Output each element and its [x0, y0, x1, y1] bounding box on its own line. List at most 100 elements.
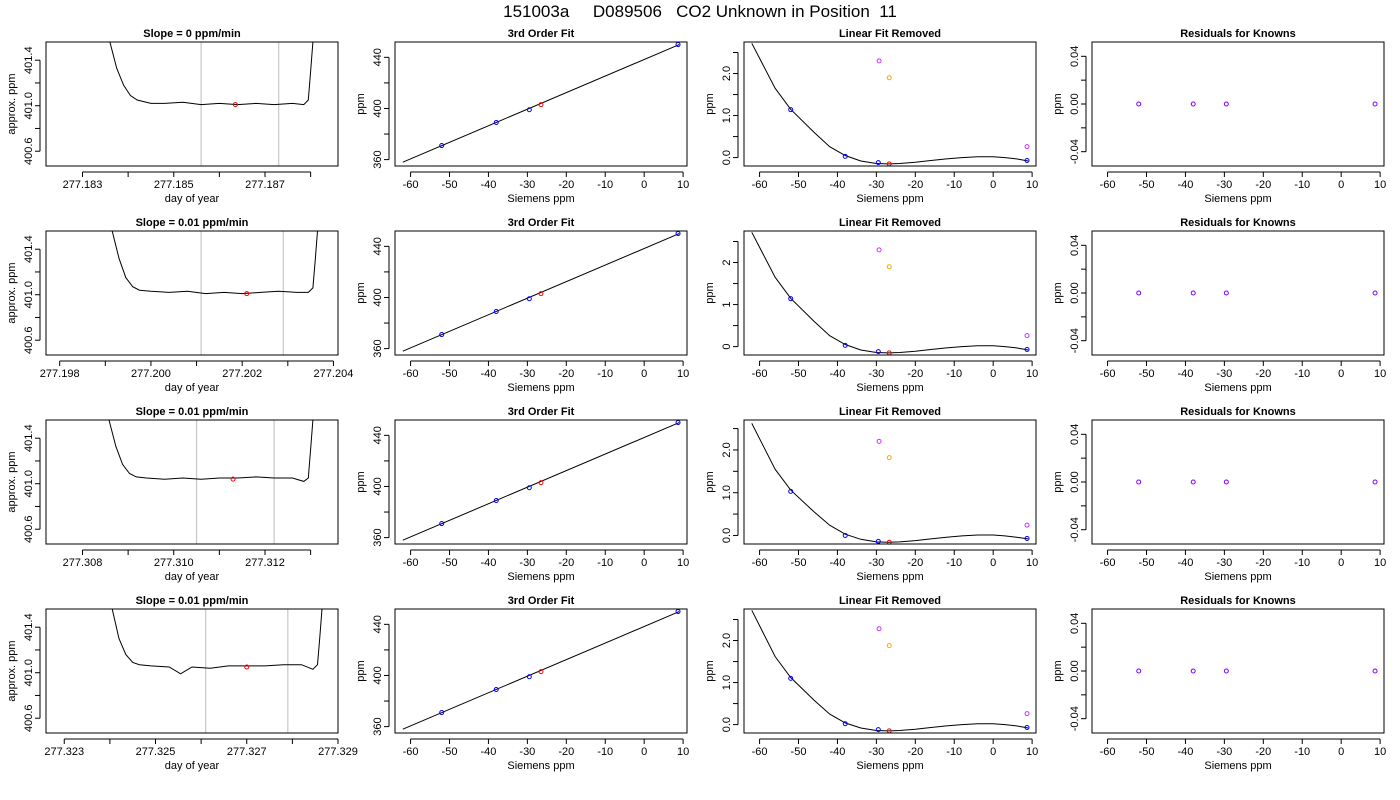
data-point — [493, 498, 499, 504]
series-line — [111, 609, 323, 675]
x-tick-label: 0 — [1338, 179, 1344, 191]
x-axis-label: day of year — [165, 760, 220, 772]
data-point — [875, 538, 881, 544]
x-tick-label: -20 — [1255, 746, 1271, 758]
data-point — [538, 480, 544, 486]
x-tick-label: -20 — [558, 557, 574, 569]
x-tick-label: 0 — [990, 746, 996, 758]
data-point — [244, 664, 250, 670]
data-point — [876, 247, 882, 253]
data-point — [788, 296, 794, 302]
x-tick-label: 0 — [990, 368, 996, 380]
data-point — [1190, 101, 1196, 107]
data-point — [875, 349, 881, 355]
y-tick-label: 0.04 — [1069, 235, 1081, 256]
data-point — [1024, 535, 1030, 541]
x-tick-label: -40 — [1177, 557, 1193, 569]
data-point — [876, 626, 882, 632]
data-point — [842, 532, 848, 538]
x-tick-label: -50 — [791, 746, 807, 758]
data-point — [886, 75, 892, 81]
data-point — [493, 309, 499, 315]
y-tick-label: 0 — [721, 344, 733, 350]
x-tick-label: 277.327 — [227, 746, 267, 758]
panel-r4-residuals: Residuals for Knowns -60 -50 -40 -30 -20 -10 0 1… — [1052, 595, 1386, 772]
x-tick-label: -10 — [597, 557, 613, 569]
y-tick-label: 401.0 — [23, 92, 35, 120]
x-tick-label: -10 — [946, 179, 962, 191]
x-tick-label: -50 — [442, 368, 458, 380]
x-tick-label: 277.325 — [136, 746, 176, 758]
x-tick-label: 277.323 — [44, 746, 84, 758]
data-point — [1024, 347, 1030, 353]
y-tick-label: 401.4 — [23, 46, 35, 74]
x-tick-label: 0 — [1338, 746, 1344, 758]
y-tick-label: 401.4 — [23, 235, 35, 263]
series-line — [402, 422, 680, 541]
x-tick-label: 10 — [1026, 179, 1038, 191]
y-axis-label: approx. ppm — [6, 262, 18, 323]
x-tick-label: 0 — [990, 179, 996, 191]
y-tick-label: 0.04 — [1069, 613, 1081, 634]
plot-frame — [394, 41, 688, 167]
x-tick-label: -50 — [442, 746, 458, 758]
x-tick-label: -60 — [1100, 179, 1116, 191]
x-axis-label: Siemens ppm — [1204, 571, 1271, 583]
panel-r4-timeseries: Slope = 0.01 ppm/min 277.323 277.325 277.32… — [6, 595, 358, 772]
panel-title: 3rd Order Fit — [508, 595, 575, 607]
data-point — [538, 102, 544, 108]
x-tick-label: -40 — [1177, 179, 1193, 191]
x-tick-label: 10 — [1374, 179, 1386, 191]
y-tick-label: 401.0 — [23, 659, 35, 687]
x-tick-label: 277.187 — [245, 179, 285, 191]
y-axis-label: ppm — [1052, 282, 1064, 303]
x-tick-label: 0 — [641, 557, 647, 569]
x-tick-label: -40 — [480, 746, 496, 758]
x-tick-label: 10 — [1026, 368, 1038, 380]
y-tick-label: 360 — [372, 717, 384, 735]
y-axis-label: ppm — [1052, 471, 1064, 492]
x-tick-label: -60 — [752, 746, 768, 758]
data-point — [842, 721, 848, 727]
panel-title: 3rd Order Fit — [508, 406, 575, 418]
x-tick-label: -60 — [403, 557, 419, 569]
x-axis-label: Siemens ppm — [1204, 760, 1271, 772]
data-point — [788, 675, 794, 681]
data-point — [876, 58, 882, 64]
x-tick-label: 10 — [1374, 557, 1386, 569]
x-tick-label: 10 — [677, 179, 689, 191]
plot-frame — [45, 608, 339, 734]
x-tick-label: -50 — [1139, 368, 1155, 380]
data-point — [842, 153, 848, 159]
plot-frame — [1091, 419, 1385, 545]
data-point — [493, 687, 499, 693]
data-point — [1024, 725, 1030, 731]
plot-frame — [743, 419, 1037, 545]
y-tick-label: 1.0 — [721, 675, 733, 690]
y-tick-label: 400.6 — [23, 515, 35, 543]
x-tick-label: -30 — [1216, 557, 1232, 569]
panel-title: Linear Fit Removed — [839, 595, 941, 607]
data-point — [526, 674, 532, 680]
data-point — [886, 264, 892, 270]
panel-title: Linear Fit Removed — [839, 217, 941, 229]
x-axis-label: day of year — [165, 382, 220, 394]
y-tick-label: 440 — [372, 48, 384, 66]
x-tick-label: -60 — [1100, 746, 1116, 758]
x-tick-label: -40 — [829, 368, 845, 380]
data-point — [875, 727, 881, 733]
y-axis-label: ppm — [355, 471, 367, 492]
x-tick-label: -10 — [597, 179, 613, 191]
x-tick-label: -20 — [907, 368, 923, 380]
x-tick-label: -40 — [1177, 368, 1193, 380]
x-tick-label: -60 — [752, 179, 768, 191]
x-tick-label: -60 — [752, 557, 768, 569]
y-axis-label: ppm — [704, 282, 716, 303]
panel-r4-linear-removed: Linear Fit Removed -60 -50 -40 -30 -20 -10 0 10 S… — [704, 595, 1038, 772]
panel-r3-timeseries: Slope = 0.01 ppm/min 277.308 277.310 277.31… — [6, 406, 339, 583]
panel-r3-linear-removed: Linear Fit Removed -60 -50 -40 -30 -20 -10 0 10 S… — [704, 406, 1038, 583]
x-tick-label: 0 — [1338, 557, 1344, 569]
x-tick-label: -20 — [558, 368, 574, 380]
panel-title: 3rd Order Fit — [508, 28, 575, 40]
x-tick-label: 10 — [1026, 557, 1038, 569]
